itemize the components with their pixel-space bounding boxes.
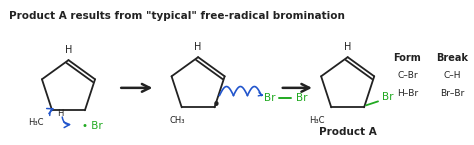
Text: H: H bbox=[194, 42, 202, 52]
Text: H–Br: H–Br bbox=[397, 89, 418, 98]
Text: H: H bbox=[57, 109, 63, 118]
Text: C–H: C–H bbox=[444, 71, 461, 80]
Text: Form: Form bbox=[393, 53, 421, 63]
Text: CH₃: CH₃ bbox=[170, 116, 185, 125]
Text: Break: Break bbox=[437, 53, 468, 63]
Text: H₃C: H₃C bbox=[310, 116, 325, 125]
Text: • Br: • Br bbox=[82, 121, 102, 131]
Text: H₃C: H₃C bbox=[28, 118, 44, 127]
Text: C–Br: C–Br bbox=[397, 71, 418, 80]
Text: Br: Br bbox=[295, 93, 307, 103]
Text: H: H bbox=[344, 42, 351, 52]
Text: Br–Br: Br–Br bbox=[440, 89, 465, 98]
Text: H: H bbox=[65, 45, 72, 55]
Text: Product A: Product A bbox=[319, 127, 376, 137]
Text: •: • bbox=[212, 98, 221, 113]
Text: Product A results from "typical" free-radical bromination: Product A results from "typical" free-ra… bbox=[9, 11, 345, 21]
Text: Br: Br bbox=[264, 93, 275, 103]
Text: Br: Br bbox=[382, 92, 394, 102]
